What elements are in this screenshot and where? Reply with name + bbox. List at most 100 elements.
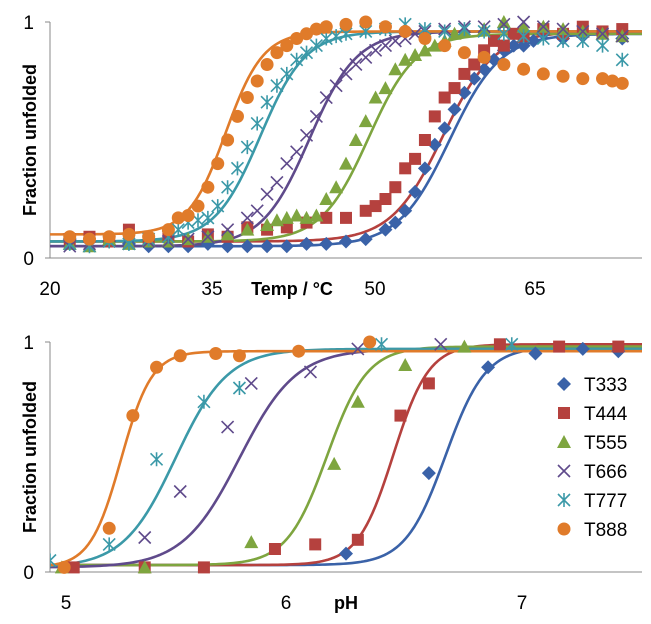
data-point-t888 — [309, 22, 323, 36]
data-point-t777 — [250, 116, 264, 131]
data-point-t555 — [457, 339, 472, 353]
fit-curve-t777 — [50, 347, 642, 567]
data-point-t888 — [300, 27, 314, 41]
data-point-t333 — [378, 222, 393, 237]
data-point-t666 — [556, 22, 570, 36]
legend-marker-t333 — [557, 377, 571, 391]
data-point-t888 — [173, 349, 187, 363]
x-tick-label: 6 — [281, 593, 292, 614]
legend-label: T666 — [584, 462, 627, 483]
data-point-t888 — [230, 109, 244, 123]
data-point-t888 — [292, 344, 306, 358]
data-point-t666 — [497, 17, 511, 31]
series-t777 — [50, 337, 519, 568]
data-point-t888 — [171, 211, 185, 225]
data-point-t444 — [369, 200, 382, 213]
data-point-t666 — [270, 175, 284, 190]
data-point-t444 — [394, 409, 407, 422]
data-point-t888 — [290, 32, 304, 46]
data-point-t888 — [161, 223, 175, 237]
data-point-t555 — [388, 62, 403, 76]
data-point-t333 — [339, 546, 353, 561]
fit-curve-t444 — [50, 30, 643, 243]
x-tick-label: 20 — [39, 279, 60, 300]
data-point-t666 — [309, 109, 323, 123]
data-point-t555 — [329, 180, 344, 194]
data-point-t666 — [290, 145, 304, 159]
data-point-t666 — [434, 337, 448, 351]
data-point-t888 — [250, 74, 264, 88]
data-point-t555 — [339, 156, 353, 170]
data-point-t333 — [528, 346, 543, 361]
data-point-t555 — [358, 114, 373, 128]
data-point-t666 — [299, 128, 314, 142]
data-point-t555 — [417, 43, 432, 57]
fit-curve-t555 — [50, 32, 642, 243]
data-point-t888 — [102, 521, 116, 535]
data-point-t666 — [359, 50, 373, 64]
data-point-t888 — [477, 50, 491, 64]
data-point-t555 — [398, 52, 413, 66]
y-tick-label: 1 — [23, 13, 34, 34]
data-point-t444 — [507, 27, 520, 40]
data-point-t444 — [468, 58, 481, 71]
data-point-t444 — [379, 193, 392, 205]
data-point-t888 — [209, 347, 223, 360]
data-point-t777 — [50, 553, 57, 568]
data-point-t666 — [221, 223, 235, 237]
data-point-t555 — [309, 208, 324, 222]
data-point-t888 — [191, 199, 205, 213]
data-point-t555 — [427, 38, 442, 52]
data-point-t777 — [517, 29, 531, 44]
series-t333 — [339, 341, 626, 561]
y-tick-label: 1 — [23, 333, 34, 354]
data-point-t777 — [149, 452, 164, 467]
series-t444 — [63, 20, 629, 248]
data-point-t777 — [576, 33, 590, 48]
y-tick-label: 0 — [23, 249, 34, 270]
data-point-t555 — [350, 394, 365, 408]
data-point-t777 — [309, 38, 323, 53]
data-point-t333 — [260, 239, 275, 254]
fit-curve-t888 — [50, 30, 642, 236]
data-point-t888 — [359, 15, 373, 29]
x-tick-label: 5 — [61, 593, 72, 614]
data-point-t666 — [319, 90, 333, 105]
data-point-t333 — [421, 466, 436, 481]
data-point-t444 — [428, 110, 441, 123]
data-point-t888 — [615, 76, 629, 90]
data-point-t333 — [358, 232, 373, 247]
legend-label: T555 — [584, 433, 627, 454]
data-point-t777 — [374, 337, 389, 352]
data-point-t555 — [319, 192, 334, 205]
data-point-t444 — [197, 561, 210, 574]
data-point-t444 — [458, 67, 471, 80]
data-point-t444 — [493, 338, 506, 351]
series-t444 — [67, 338, 625, 574]
data-point-t666 — [378, 39, 393, 53]
data-point-t666 — [260, 187, 274, 201]
data-point-t888 — [398, 24, 412, 38]
data-point-t555 — [327, 456, 342, 470]
data-point-t888 — [605, 74, 619, 88]
data-point-t777 — [211, 199, 225, 214]
x-axis-title: Temp / °C — [251, 279, 333, 299]
data-point-t333 — [526, 33, 541, 48]
data-point-t555 — [220, 227, 235, 241]
data-point-t777 — [299, 45, 314, 60]
data-point-t555 — [240, 222, 255, 236]
data-point-t888 — [536, 67, 550, 81]
fit-curve-t777 — [50, 30, 642, 243]
data-point-t666 — [576, 24, 590, 39]
data-point-t444 — [399, 162, 412, 175]
data-point-t333 — [279, 239, 294, 254]
data-point-t333 — [339, 234, 353, 249]
data-point-t888 — [457, 46, 471, 60]
data-point-t777 — [556, 33, 570, 48]
data-point-t444 — [422, 377, 435, 390]
data-point-t333 — [319, 236, 334, 251]
data-point-t444 — [612, 340, 625, 353]
data-point-t888 — [556, 69, 570, 83]
data-point-t555 — [289, 208, 304, 222]
